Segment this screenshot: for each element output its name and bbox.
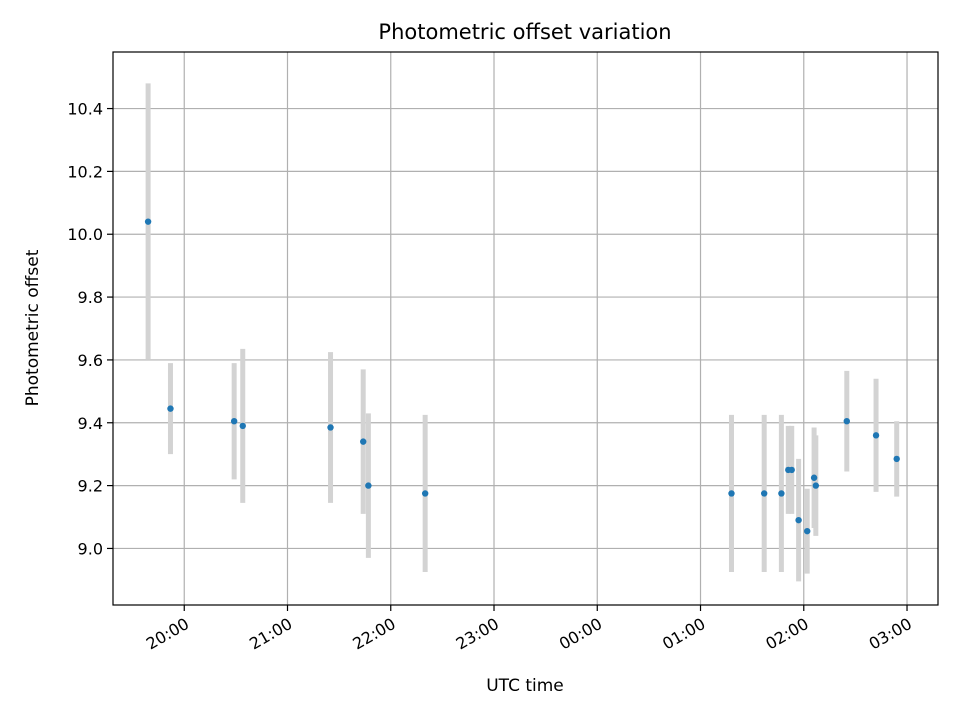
data-point	[788, 466, 795, 474]
data-point	[327, 424, 334, 431]
data-point	[760, 490, 768, 497]
y-tick-label: 9.2	[78, 477, 103, 496]
data-point	[872, 432, 880, 439]
y-tick-label: 9.4	[78, 414, 103, 433]
data-point	[144, 218, 152, 225]
data-point	[360, 438, 367, 445]
data-point	[239, 422, 246, 430]
x-axis-label: UTC time	[486, 676, 564, 696]
y-tick-label: 10.0	[67, 225, 103, 244]
data-point	[810, 474, 818, 481]
plot-frame	[112, 51, 939, 606]
data-point	[843, 417, 850, 425]
y-tick-label: 10.4	[67, 100, 103, 119]
data-point	[365, 482, 372, 489]
data-point	[230, 417, 238, 425]
data-point	[728, 490, 735, 497]
data-point	[804, 527, 811, 535]
y-tick-label: 9.6	[78, 351, 103, 370]
data-point	[893, 455, 900, 463]
chart-title: Photometric offset variation	[378, 20, 671, 44]
data-point	[778, 490, 785, 497]
y-axis: 9.0 9.2 9.4 9.6 9.8 10.0 10.2 10.4	[67, 100, 113, 558]
data-point	[167, 405, 174, 412]
y-axis-label: Photometric offset	[23, 249, 43, 406]
data-points	[144, 218, 900, 535]
y-tick-label: 9.8	[78, 288, 103, 307]
data-point	[795, 516, 802, 524]
y-tick-label: 10.2	[67, 162, 103, 181]
data-point	[421, 490, 429, 497]
y-tick-label: 9.0	[78, 539, 103, 558]
data-point	[812, 482, 820, 489]
